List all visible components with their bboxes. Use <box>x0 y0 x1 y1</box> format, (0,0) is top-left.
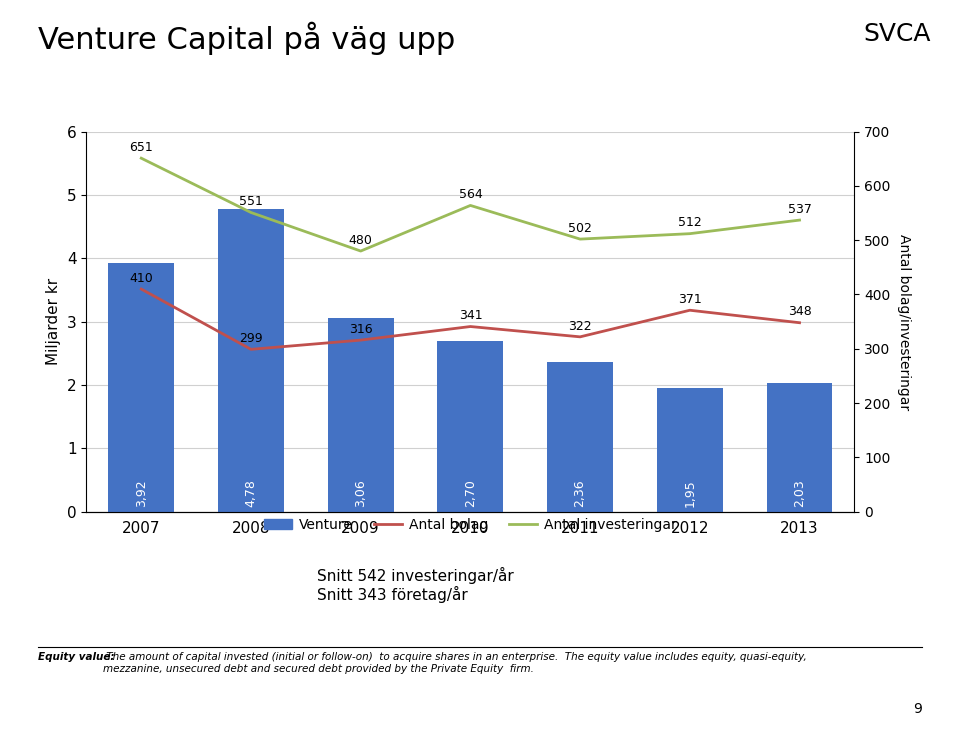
Antal bolag <box>574 333 586 341</box>
Text: 3,92: 3,92 <box>134 479 148 507</box>
Text: 3,06: 3,06 <box>354 479 367 507</box>
Antal investeringar <box>355 246 367 255</box>
Antal investeringar <box>684 230 696 238</box>
Text: Equity value:: Equity value: <box>38 652 115 662</box>
Line: Antal investeringar: Antal investeringar <box>141 158 800 251</box>
Text: The amount of capital invested (initial or follow-on)  to acquire shares in an e: The amount of capital invested (initial … <box>103 652 806 674</box>
Antal investeringar <box>574 235 586 243</box>
Text: 1,95: 1,95 <box>684 479 696 507</box>
Antal bolag <box>465 322 476 331</box>
Line: Antal bolag: Antal bolag <box>141 289 800 349</box>
Text: 564: 564 <box>459 188 482 201</box>
Text: 348: 348 <box>787 306 811 319</box>
Text: 502: 502 <box>568 221 592 235</box>
Bar <box>547 362 613 512</box>
Bar <box>108 263 174 512</box>
Antal investeringar <box>794 216 805 224</box>
Bar <box>657 388 723 512</box>
Legend: Venture, Antal bolag, Antal investeringar: Venture, Antal bolag, Antal investeringa… <box>259 512 682 538</box>
Text: SVCA: SVCA <box>864 22 931 46</box>
Text: 537: 537 <box>787 202 811 216</box>
Text: Venture Capital på väg upp: Venture Capital på väg upp <box>38 22 456 56</box>
Text: 2,03: 2,03 <box>793 479 806 507</box>
Text: 316: 316 <box>348 323 372 336</box>
Antal bolag <box>355 336 367 344</box>
Text: 9: 9 <box>913 702 922 716</box>
Bar <box>767 383 832 512</box>
Text: 4,78: 4,78 <box>245 479 257 507</box>
Antal bolag <box>794 318 805 327</box>
Bar <box>438 341 503 512</box>
Text: 2,36: 2,36 <box>574 479 587 507</box>
Text: 410: 410 <box>130 272 154 284</box>
Bar <box>218 209 284 512</box>
Antal bolag <box>135 284 147 293</box>
Antal investeringar <box>465 201 476 210</box>
Y-axis label: Miljarder kr: Miljarder kr <box>46 278 61 366</box>
Antal bolag <box>684 306 696 314</box>
Text: 551: 551 <box>239 195 263 208</box>
Text: 341: 341 <box>459 309 482 322</box>
Text: 299: 299 <box>239 332 263 345</box>
Text: 480: 480 <box>348 234 372 246</box>
Text: 322: 322 <box>568 319 592 333</box>
Text: Snitt 542 investeringar/år: Snitt 542 investeringar/år <box>317 567 514 583</box>
Text: 371: 371 <box>678 293 702 306</box>
Text: Snitt 343 företag/år: Snitt 343 företag/år <box>317 586 468 603</box>
Y-axis label: Antal bolag/investeringar: Antal bolag/investeringar <box>898 234 911 409</box>
Bar <box>327 318 394 512</box>
Text: 651: 651 <box>130 141 154 154</box>
Antal bolag <box>245 345 256 354</box>
Text: 512: 512 <box>678 216 702 230</box>
Antal investeringar <box>135 154 147 162</box>
Text: 2,70: 2,70 <box>464 479 477 507</box>
Antal investeringar <box>245 208 256 217</box>
